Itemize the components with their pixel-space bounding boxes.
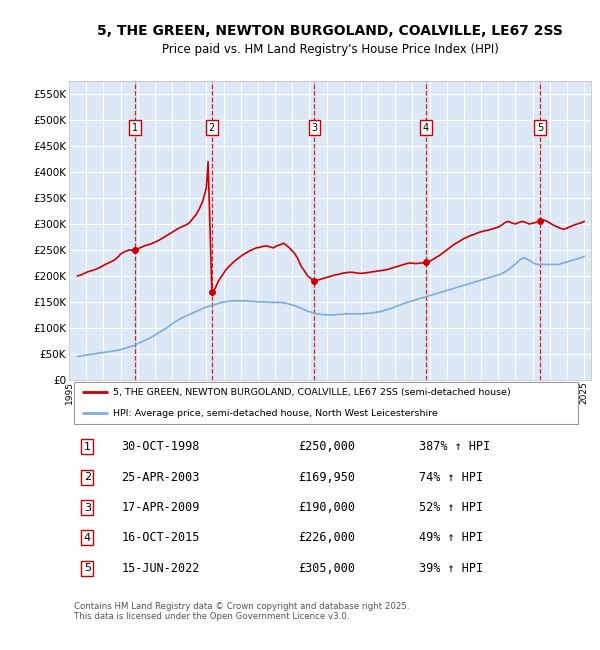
Text: 4: 4 <box>423 122 429 133</box>
Text: 5, THE GREEN, NEWTON BURGOLAND, COALVILLE, LE67 2SS (semi-detached house): 5, THE GREEN, NEWTON BURGOLAND, COALVILL… <box>113 387 511 396</box>
Text: 74% ↑ HPI: 74% ↑ HPI <box>419 471 483 484</box>
Text: 16-OCT-2015: 16-OCT-2015 <box>121 532 200 545</box>
Text: 387% ↑ HPI: 387% ↑ HPI <box>419 440 490 453</box>
Text: 30-OCT-1998: 30-OCT-1998 <box>121 440 200 453</box>
Text: 4: 4 <box>84 533 91 543</box>
Text: 3: 3 <box>84 502 91 512</box>
Text: £250,000: £250,000 <box>299 440 356 453</box>
Text: 52% ↑ HPI: 52% ↑ HPI <box>419 501 483 514</box>
Text: 2: 2 <box>84 472 91 482</box>
Text: 1: 1 <box>132 122 138 133</box>
Text: 5, THE GREEN, NEWTON BURGOLAND, COALVILLE, LE67 2SS: 5, THE GREEN, NEWTON BURGOLAND, COALVILL… <box>97 23 563 38</box>
Text: £190,000: £190,000 <box>299 501 356 514</box>
Text: 5: 5 <box>84 564 91 573</box>
Text: 39% ↑ HPI: 39% ↑ HPI <box>419 562 483 575</box>
Text: 1: 1 <box>84 442 91 452</box>
Text: £226,000: £226,000 <box>299 532 356 545</box>
Text: £169,950: £169,950 <box>299 471 356 484</box>
Text: 25-APR-2003: 25-APR-2003 <box>121 471 200 484</box>
Text: 2: 2 <box>209 122 215 133</box>
Text: £305,000: £305,000 <box>299 562 356 575</box>
Text: 3: 3 <box>311 122 317 133</box>
Text: 49% ↑ HPI: 49% ↑ HPI <box>419 532 483 545</box>
Text: Contains HM Land Registry data © Crown copyright and database right 2025.
This d: Contains HM Land Registry data © Crown c… <box>74 602 410 621</box>
Text: Price paid vs. HM Land Registry's House Price Index (HPI): Price paid vs. HM Land Registry's House … <box>161 43 499 56</box>
Text: 5: 5 <box>537 122 544 133</box>
Text: 17-APR-2009: 17-APR-2009 <box>121 501 200 514</box>
Text: 15-JUN-2022: 15-JUN-2022 <box>121 562 200 575</box>
Text: HPI: Average price, semi-detached house, North West Leicestershire: HPI: Average price, semi-detached house,… <box>113 409 438 418</box>
FancyBboxPatch shape <box>74 382 578 424</box>
